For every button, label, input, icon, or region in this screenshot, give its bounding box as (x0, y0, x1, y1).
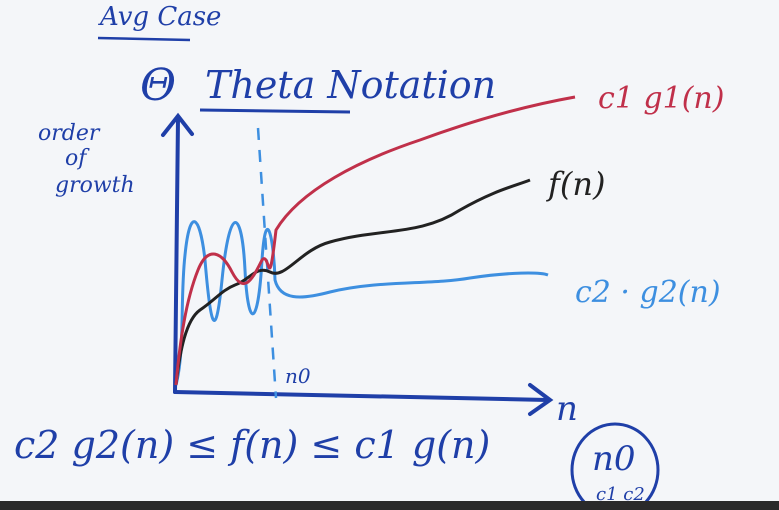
lower-curve-label: c2 · g2(n) (575, 275, 721, 310)
avg-case-underline (97, 36, 191, 42)
corner-note-constants: c1 c2 (596, 484, 645, 505)
title-underline (199, 108, 351, 114)
y-axis-label-line3: growth (55, 173, 135, 198)
lower-bound-curve (174, 220, 549, 386)
middle-curve (174, 178, 531, 386)
y-axis-label-line1: order (38, 121, 101, 146)
bottom-bezel (0, 501, 779, 510)
n0-label: n0 (285, 364, 311, 388)
page-title: Theta Notation (205, 63, 496, 107)
x-axis-arrowhead (528, 383, 554, 416)
middle-curve-label: f(n) (546, 165, 605, 203)
theta-symbol: Θ (140, 60, 176, 111)
y-axis (173, 116, 180, 394)
y-axis-arrowhead (161, 112, 194, 137)
corner-note-n0: n0 (592, 439, 636, 479)
y-axis-label-line2: of (65, 146, 90, 171)
theta-inequality: c2 g2(n) ≤ f(n) ≤ c1 g(n) (14, 423, 490, 467)
corner-note-circle (570, 422, 660, 510)
x-axis (173, 390, 550, 402)
upper-curve-label: c1 g1(n) (598, 81, 724, 116)
x-axis-label: n (556, 389, 578, 429)
avg-case-note: Avg Case (98, 2, 221, 32)
upper-bound-curve (174, 95, 576, 386)
